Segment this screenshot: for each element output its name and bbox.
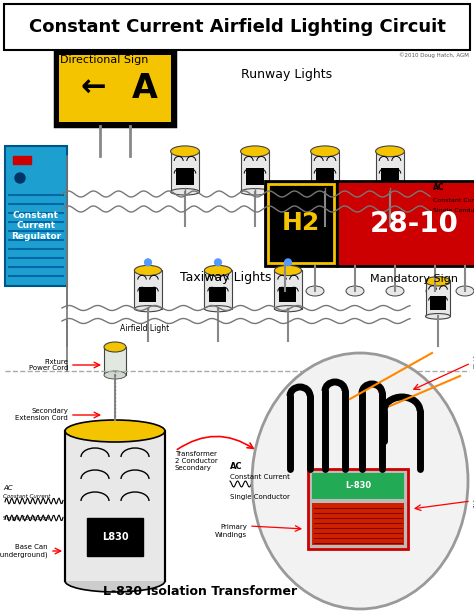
Circle shape bbox=[215, 259, 221, 265]
Ellipse shape bbox=[65, 570, 165, 592]
Bar bbox=[171, 152, 200, 192]
Ellipse shape bbox=[274, 265, 301, 275]
Ellipse shape bbox=[310, 146, 339, 156]
Bar bbox=[430, 296, 446, 310]
Ellipse shape bbox=[375, 188, 404, 195]
Circle shape bbox=[145, 259, 151, 265]
Text: Constant Current: Constant Current bbox=[230, 474, 290, 480]
Bar bbox=[204, 270, 232, 309]
Ellipse shape bbox=[104, 371, 126, 379]
Bar bbox=[426, 282, 450, 317]
Text: Fixture
Power Cord: Fixture Power Cord bbox=[28, 359, 68, 371]
Bar bbox=[308, 469, 408, 549]
Text: Single Conductor: Single Conductor bbox=[433, 208, 474, 213]
Ellipse shape bbox=[346, 286, 364, 296]
Text: Airfield Light: Airfield Light bbox=[120, 324, 169, 333]
Ellipse shape bbox=[310, 188, 339, 195]
Ellipse shape bbox=[104, 342, 126, 352]
Bar bbox=[65, 431, 165, 581]
Circle shape bbox=[15, 173, 25, 183]
Text: 28-10: 28-10 bbox=[370, 209, 459, 238]
Text: Transformer
2 Conductor
Secondary: Transformer 2 Conductor Secondary bbox=[175, 451, 218, 471]
Text: Constant Current: Constant Current bbox=[3, 494, 50, 499]
Text: Constant
Current
Regulator: Constant Current Regulator bbox=[11, 211, 61, 241]
Ellipse shape bbox=[426, 314, 450, 319]
Text: Directional Sign: Directional Sign bbox=[60, 55, 148, 65]
Text: AC: AC bbox=[230, 462, 243, 471]
Text: Runway Lights: Runway Lights bbox=[241, 68, 333, 81]
Bar bbox=[310, 152, 339, 192]
Ellipse shape bbox=[241, 188, 269, 195]
Ellipse shape bbox=[252, 353, 468, 609]
Text: A: A bbox=[132, 72, 158, 105]
Bar bbox=[176, 168, 194, 185]
Bar bbox=[265, 181, 337, 266]
Ellipse shape bbox=[375, 146, 404, 156]
Text: AC: AC bbox=[3, 485, 13, 491]
Text: Single Conductor
Primary Leads: Single Conductor Primary Leads bbox=[473, 357, 474, 370]
Text: ←: ← bbox=[80, 74, 106, 103]
Ellipse shape bbox=[135, 306, 162, 312]
Text: Taxiway Lights: Taxiway Lights bbox=[180, 271, 272, 284]
Bar bbox=[280, 286, 297, 302]
Bar bbox=[316, 168, 334, 185]
Ellipse shape bbox=[241, 146, 269, 156]
Ellipse shape bbox=[274, 306, 301, 312]
Ellipse shape bbox=[386, 286, 404, 296]
Text: Mandatory Sign: Mandatory Sign bbox=[371, 274, 458, 284]
Text: Base Can
(underground): Base Can (underground) bbox=[0, 545, 48, 557]
Bar bbox=[5, 146, 67, 286]
Bar bbox=[274, 270, 301, 309]
Ellipse shape bbox=[65, 420, 165, 442]
Bar bbox=[104, 347, 126, 375]
Ellipse shape bbox=[204, 306, 232, 312]
Ellipse shape bbox=[135, 265, 162, 275]
Bar bbox=[241, 152, 269, 192]
Text: H2: H2 bbox=[282, 211, 320, 235]
Ellipse shape bbox=[204, 265, 232, 275]
Text: L-830 Isolation Transformer: L-830 Isolation Transformer bbox=[103, 585, 297, 598]
Text: L-830: L-830 bbox=[345, 482, 371, 490]
Ellipse shape bbox=[171, 146, 200, 156]
Circle shape bbox=[284, 259, 292, 265]
Bar bbox=[381, 168, 399, 185]
Bar bbox=[4, 4, 470, 50]
Bar bbox=[312, 503, 404, 545]
Ellipse shape bbox=[426, 277, 450, 286]
Text: Secondary
Extension Cord: Secondary Extension Cord bbox=[15, 408, 68, 421]
Text: L830: L830 bbox=[102, 532, 128, 542]
Text: Constant Current Airfield Lighting Circuit: Constant Current Airfield Lighting Circu… bbox=[28, 18, 446, 36]
Bar bbox=[246, 168, 264, 185]
Bar bbox=[268, 184, 334, 263]
Text: Single Conductor: Single Conductor bbox=[3, 516, 50, 521]
Bar bbox=[210, 286, 227, 302]
Text: Primary
Windings: Primary Windings bbox=[215, 524, 247, 538]
Bar bbox=[337, 181, 474, 266]
Text: Single Conductor: Single Conductor bbox=[230, 494, 290, 500]
Text: AC: AC bbox=[433, 183, 445, 192]
Text: ©2010 Doug Hatch, AGM: ©2010 Doug Hatch, AGM bbox=[399, 52, 469, 58]
Bar bbox=[55, 51, 175, 126]
Bar bbox=[135, 270, 162, 309]
Ellipse shape bbox=[426, 286, 444, 296]
Ellipse shape bbox=[306, 286, 324, 296]
Bar bbox=[87, 518, 143, 556]
Text: Constant Current: Constant Current bbox=[433, 198, 474, 203]
Bar bbox=[59, 55, 171, 122]
Ellipse shape bbox=[456, 286, 474, 296]
Bar bbox=[13, 156, 31, 164]
Bar bbox=[139, 286, 156, 302]
Bar bbox=[312, 473, 404, 499]
Ellipse shape bbox=[276, 286, 294, 296]
Text: Secondary
Windings: Secondary Windings bbox=[473, 500, 474, 513]
Ellipse shape bbox=[171, 188, 200, 195]
Bar bbox=[375, 152, 404, 192]
